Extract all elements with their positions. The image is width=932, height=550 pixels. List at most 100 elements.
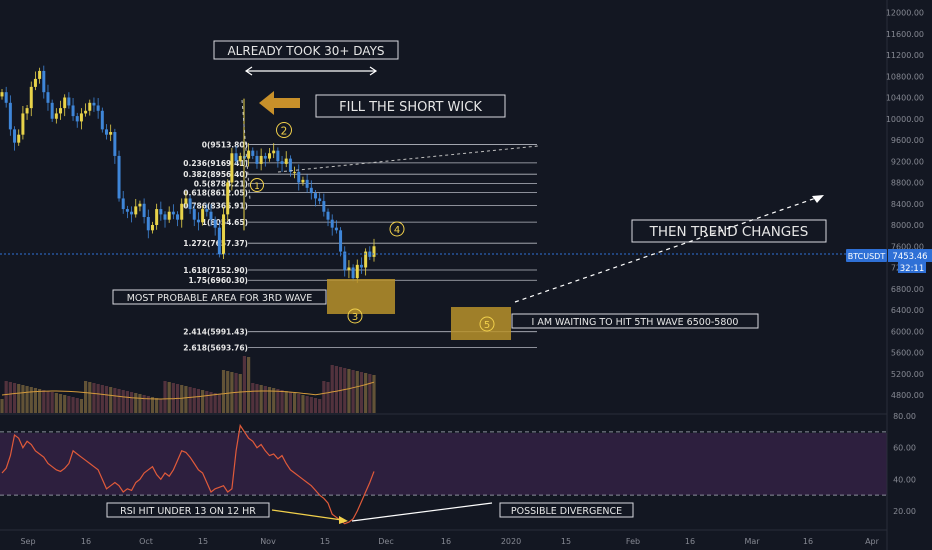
time-tick-label: 16	[441, 537, 451, 546]
svg-text:4: 4	[394, 225, 400, 236]
candle-body	[226, 182, 230, 215]
candle-body	[88, 102, 92, 111]
annotation-fill-wick[interactable]: FILL THE SHORT WICK	[315, 94, 506, 118]
candle-body	[313, 193, 317, 199]
candle-body	[364, 251, 368, 268]
candle-body	[130, 211, 134, 215]
candle-body	[142, 203, 146, 218]
time-axis[interactable]: Sep 16 Oct 15 Nov 15 Dec 16 2020 15 Feb 16 Mar 16 Apr	[20, 537, 879, 546]
volume-bar	[17, 384, 21, 413]
price-tick-label: 6000.00	[891, 327, 924, 336]
candle-body	[205, 209, 209, 212]
price-tick-label: 9600.00	[891, 136, 924, 145]
candle-body	[201, 209, 205, 223]
annotation-waiting-5th[interactable]: I AM WAITING TO HIT 5TH WAVE 6500-5800	[511, 313, 759, 329]
candle-body	[96, 105, 100, 111]
volume-bar	[33, 388, 38, 413]
volume-bar	[284, 391, 288, 413]
volume-bar	[267, 387, 272, 413]
divergence-text: POSSIBLE DIVERGENCE	[511, 506, 622, 517]
candle-body	[251, 150, 255, 156]
candle-body	[113, 132, 117, 156]
candle-body	[326, 211, 330, 220]
volume-bar	[88, 382, 92, 413]
candle-body	[71, 105, 75, 117]
volume-bar	[322, 381, 326, 413]
candle-body	[305, 179, 309, 188]
countdown-label: 32:11	[900, 264, 925, 274]
annotation-most-probable[interactable]: MOST PROBABLE AREA FOR 3RD WAVE	[112, 289, 327, 305]
volume-bar	[21, 385, 25, 413]
volume-bar	[368, 374, 372, 413]
candle-body	[63, 97, 67, 109]
volume-bar	[280, 390, 284, 413]
fib-retracement[interactable]: 0(9513.80)0.236(9169.41)0.382(8956.40)0.…	[183, 141, 537, 353]
candle-body	[272, 150, 276, 154]
candle-body	[67, 97, 71, 106]
rsi-band	[0, 433, 887, 495]
annotation-already-took[interactable]: ALREADY TOOK 30+ DAYS	[213, 40, 399, 60]
volume-bar	[217, 394, 221, 413]
rsi-hit-arrowhead-icon	[339, 516, 348, 524]
candle-body	[138, 203, 142, 207]
candle-body	[42, 70, 46, 93]
rsi-tick-label: 20.00	[893, 507, 916, 516]
candle-body	[25, 108, 29, 114]
price-tick-label: 7600.00	[891, 242, 924, 251]
price-tick-label: 12000.00	[886, 9, 924, 18]
candle-body	[255, 155, 259, 164]
annotation-trend-changes[interactable]: THEN TREND CHANGES	[631, 219, 827, 243]
time-tick-label: Feb	[626, 537, 640, 546]
candle-body	[209, 211, 213, 220]
volume-bar	[171, 383, 175, 413]
wave5-target-box[interactable]	[451, 307, 511, 340]
candle-body	[121, 198, 125, 210]
symbol-label: BTCUSDT	[848, 252, 886, 261]
annotation-rsi-hit[interactable]: RSI HIT UNDER 13 ON 12 HR	[106, 502, 270, 518]
wave3-target-box[interactable]	[327, 279, 395, 314]
volume-bar	[292, 393, 297, 413]
candle-body	[176, 214, 180, 220]
volume-bar	[263, 386, 267, 413]
volume-bar	[109, 387, 113, 413]
candle-body	[372, 246, 376, 257]
volume-bar	[272, 388, 276, 413]
volume-bar	[372, 375, 376, 413]
last-price-label: 7453.46	[892, 252, 927, 262]
fib-level-label: 1.75(6960.30)	[188, 276, 248, 285]
trendline-dashed	[277, 145, 539, 173]
volume-bar	[125, 391, 129, 413]
volume-bar	[234, 373, 238, 413]
volume-bar	[67, 396, 71, 413]
fib-level-label: 0.382(8956.40)	[183, 170, 248, 179]
time-tick-label: 15	[561, 537, 571, 546]
candle-body	[150, 225, 154, 231]
fib-level-label: 0.236(9169.41)	[183, 159, 248, 168]
price-tick-label: 10400.00	[886, 94, 924, 103]
volume-bar	[355, 371, 359, 413]
candle-body	[46, 92, 50, 103]
volume-bar	[138, 394, 142, 413]
volume-bar	[251, 383, 255, 413]
price-badge: 7453.46 32:11	[888, 249, 932, 274]
volume-bar	[150, 397, 155, 413]
candle-body	[213, 219, 217, 228]
volume-bar	[255, 384, 259, 413]
volume-bar	[242, 356, 247, 413]
candle-body	[351, 267, 355, 279]
candle-body	[167, 211, 171, 220]
volume-bar	[159, 399, 163, 413]
volume-bar	[113, 388, 117, 413]
candle-body	[104, 129, 108, 135]
volume-bar	[146, 396, 150, 413]
volume-bar	[297, 394, 301, 413]
candle-body	[59, 108, 63, 114]
volume-bar	[221, 370, 226, 413]
candle-body	[188, 198, 192, 210]
volume-bar	[259, 385, 263, 413]
divergence-line	[351, 502, 493, 522]
rsi-axis[interactable]: 80.00 60.00 40.00 20.00	[893, 412, 916, 516]
annotation-divergence[interactable]: POSSIBLE DIVERGENCE	[499, 502, 634, 518]
price-tick-label: 9200.00	[891, 157, 924, 166]
